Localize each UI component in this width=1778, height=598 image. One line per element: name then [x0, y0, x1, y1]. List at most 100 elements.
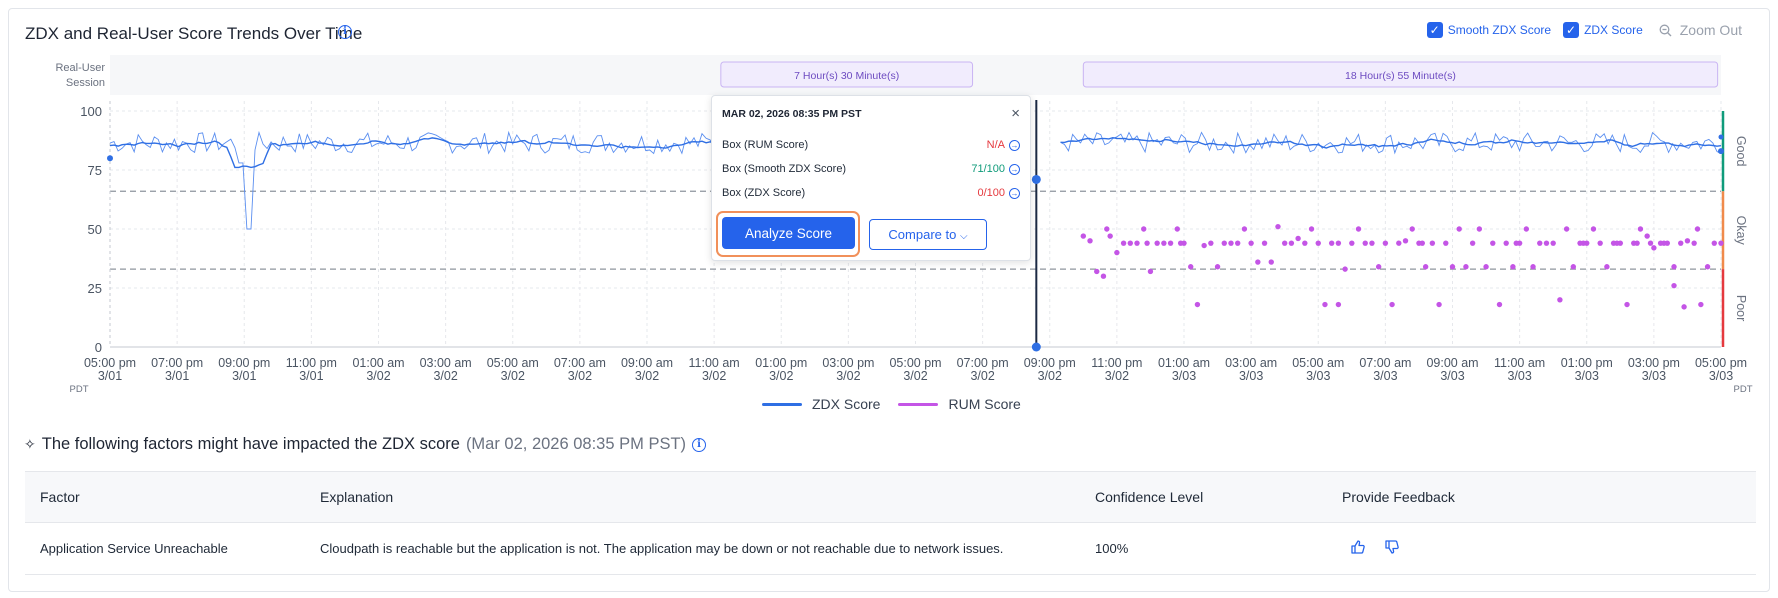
- chart-toolbar: ✓ Smooth ZDX Score ✓ ZDX Score Zoom Out: [1426, 22, 1742, 38]
- x-tick-label: 11:00 am: [1494, 356, 1545, 370]
- analyze-score-button[interactable]: Analyze Score: [722, 217, 855, 249]
- zoom-out-button[interactable]: Zoom Out: [1659, 22, 1742, 38]
- factors-heading: ✧ The following factors might have impac…: [24, 435, 707, 454]
- arrow-right-circle-icon[interactable]: →: [1009, 139, 1020, 151]
- rum-score-point: [1490, 240, 1496, 246]
- rum-score-point: [1214, 264, 1221, 270]
- y-tick-label: 50: [88, 222, 102, 237]
- x-tick-date: 3/03: [1172, 369, 1196, 383]
- rum-score-point: [1120, 240, 1127, 246]
- x-tick-date: 3/01: [98, 369, 122, 383]
- rum-score-point: [1419, 240, 1425, 246]
- rum-score-point: [1436, 301, 1442, 308]
- legend-item-rum[interactable]: RUM Score: [898, 396, 1021, 412]
- tz-label: PDT: [70, 384, 89, 395]
- smooth-zdx-checkbox[interactable]: ✓ Smooth ZDX Score: [1426, 22, 1551, 38]
- x-tick-label: 03:00 pm: [1628, 356, 1680, 370]
- arrow-right-circle-icon[interactable]: →: [1009, 187, 1020, 199]
- rum-score-point: [1557, 297, 1563, 303]
- rum-score-point: [1094, 268, 1100, 275]
- x-tick-date: 3/02: [769, 369, 793, 383]
- x-tick-label: 09:00 pm: [218, 356, 270, 370]
- zoom-out-label: Zoom Out: [1679, 22, 1742, 38]
- tooltip-date: MAR 02, 2026 08:35 PM PST: [722, 108, 862, 120]
- zoom-out-icon: [1659, 24, 1672, 36]
- rum-score-point: [1691, 240, 1697, 246]
- x-tick-label: 05:00 pm: [84, 356, 136, 370]
- zdx-score-line: [1060, 131, 1722, 155]
- factors-date: (Mar 02, 2026 08:35 PM PST): [465, 435, 687, 453]
- x-tick-date: 3/03: [1642, 369, 1666, 383]
- rum-score-point: [1104, 226, 1110, 232]
- rum-score-point: [1402, 238, 1409, 244]
- rum-score-point: [1678, 240, 1684, 246]
- zone-label: Okay: [1734, 216, 1748, 246]
- info-icon[interactable]: i: [692, 437, 707, 452]
- rum-score-point: [1429, 240, 1436, 246]
- confidence-cell: 100%: [1095, 541, 1129, 556]
- rum-score-point: [1174, 226, 1180, 232]
- rum-score-point: [1255, 259, 1261, 265]
- rum-score-point: [1590, 226, 1597, 232]
- rum-score-point: [1463, 264, 1469, 270]
- x-tick-label: 03:00 am: [1225, 356, 1277, 370]
- rum-score-point: [1107, 233, 1113, 239]
- rum-score-point: [1355, 226, 1362, 232]
- rum-score-point: [1281, 240, 1288, 246]
- rum-score-point: [1235, 240, 1241, 246]
- x-tick-label: 05:00 am: [1292, 356, 1344, 370]
- tz-label: PDT: [1734, 384, 1753, 395]
- x-tick-date: 3/02: [903, 369, 927, 383]
- zone-label: Good: [1734, 136, 1748, 167]
- rum-score-point: [1422, 264, 1429, 270]
- x-tick-date: 3/02: [836, 369, 860, 383]
- rum-score-point: [1342, 266, 1348, 272]
- x-tick-label: 01:00 pm: [755, 356, 807, 370]
- info-icon[interactable]: i: [338, 25, 352, 39]
- checkmark-icon: ✓: [1426, 22, 1443, 38]
- tooltip-row-label: Box (Smooth ZDX Score): [722, 163, 847, 175]
- x-tick-date: 3/02: [1105, 369, 1129, 383]
- y-tick-label: 25: [88, 281, 102, 296]
- rum-score-point: [1275, 223, 1281, 230]
- x-tick-label: 09:00 am: [621, 356, 673, 370]
- rum-score-point: [1375, 264, 1382, 270]
- legend-swatch: [762, 402, 802, 406]
- tooltip-row-label: Box (RUM Score): [722, 139, 809, 151]
- zdx-score-checkbox[interactable]: ✓ ZDX Score: [1563, 22, 1643, 38]
- rum-score-point: [1087, 238, 1093, 244]
- feedback-cell: [1327, 523, 1756, 575]
- x-tick-date: 3/03: [1373, 369, 1397, 383]
- score-trend-chart[interactable]: Real-User Session 7 Hour(s) 30 Minute(s) 18…: [0, 0, 1778, 400]
- compare-to-dropdown[interactable]: Compare to ⌵: [869, 219, 987, 250]
- rum-score-point: [1328, 240, 1335, 246]
- thumbs-up-icon[interactable]: [1350, 539, 1366, 555]
- legend-label: ZDX Score: [812, 396, 881, 412]
- sparkle-icon: ✧: [24, 436, 36, 452]
- rum-score-point: [1614, 240, 1620, 246]
- rum-score-point: [1194, 301, 1201, 308]
- x-tick-label: 07:00 pm: [957, 356, 1009, 370]
- rum-score-point: [1114, 249, 1120, 256]
- arrow-right-circle-icon[interactable]: →: [1009, 163, 1020, 175]
- zdx-score-line: [109, 130, 767, 230]
- rum-score-point: [1604, 264, 1610, 270]
- x-tick-label: 03:00 am: [420, 356, 472, 370]
- thumbs-down-icon[interactable]: [1384, 539, 1400, 555]
- x-tick-date: 3/02: [970, 369, 994, 383]
- rum-score-point: [1698, 301, 1704, 308]
- factors-title: The following factors might have impacte…: [41, 435, 460, 453]
- tooltip-row-rum: Box (RUM Score) N/A →: [722, 139, 1020, 151]
- rum-score-point: [1449, 264, 1456, 270]
- zdx-end-point: [1718, 134, 1724, 140]
- table-row: Application Service Unreachable Cloudpat…: [25, 523, 1756, 575]
- rum-score-point: [1208, 240, 1214, 246]
- close-icon[interactable]: ×: [1011, 105, 1020, 122]
- rum-score-point: [1671, 282, 1677, 289]
- x-tick-label: 07:00 am: [554, 356, 606, 370]
- rum-score-point: [1322, 301, 1328, 308]
- x-tick-label: 09:00 pm: [1024, 356, 1076, 370]
- rum-score-point: [1634, 240, 1640, 246]
- legend-item-zdx[interactable]: ZDX Score: [762, 396, 880, 412]
- session-bar: [1082, 61, 1719, 88]
